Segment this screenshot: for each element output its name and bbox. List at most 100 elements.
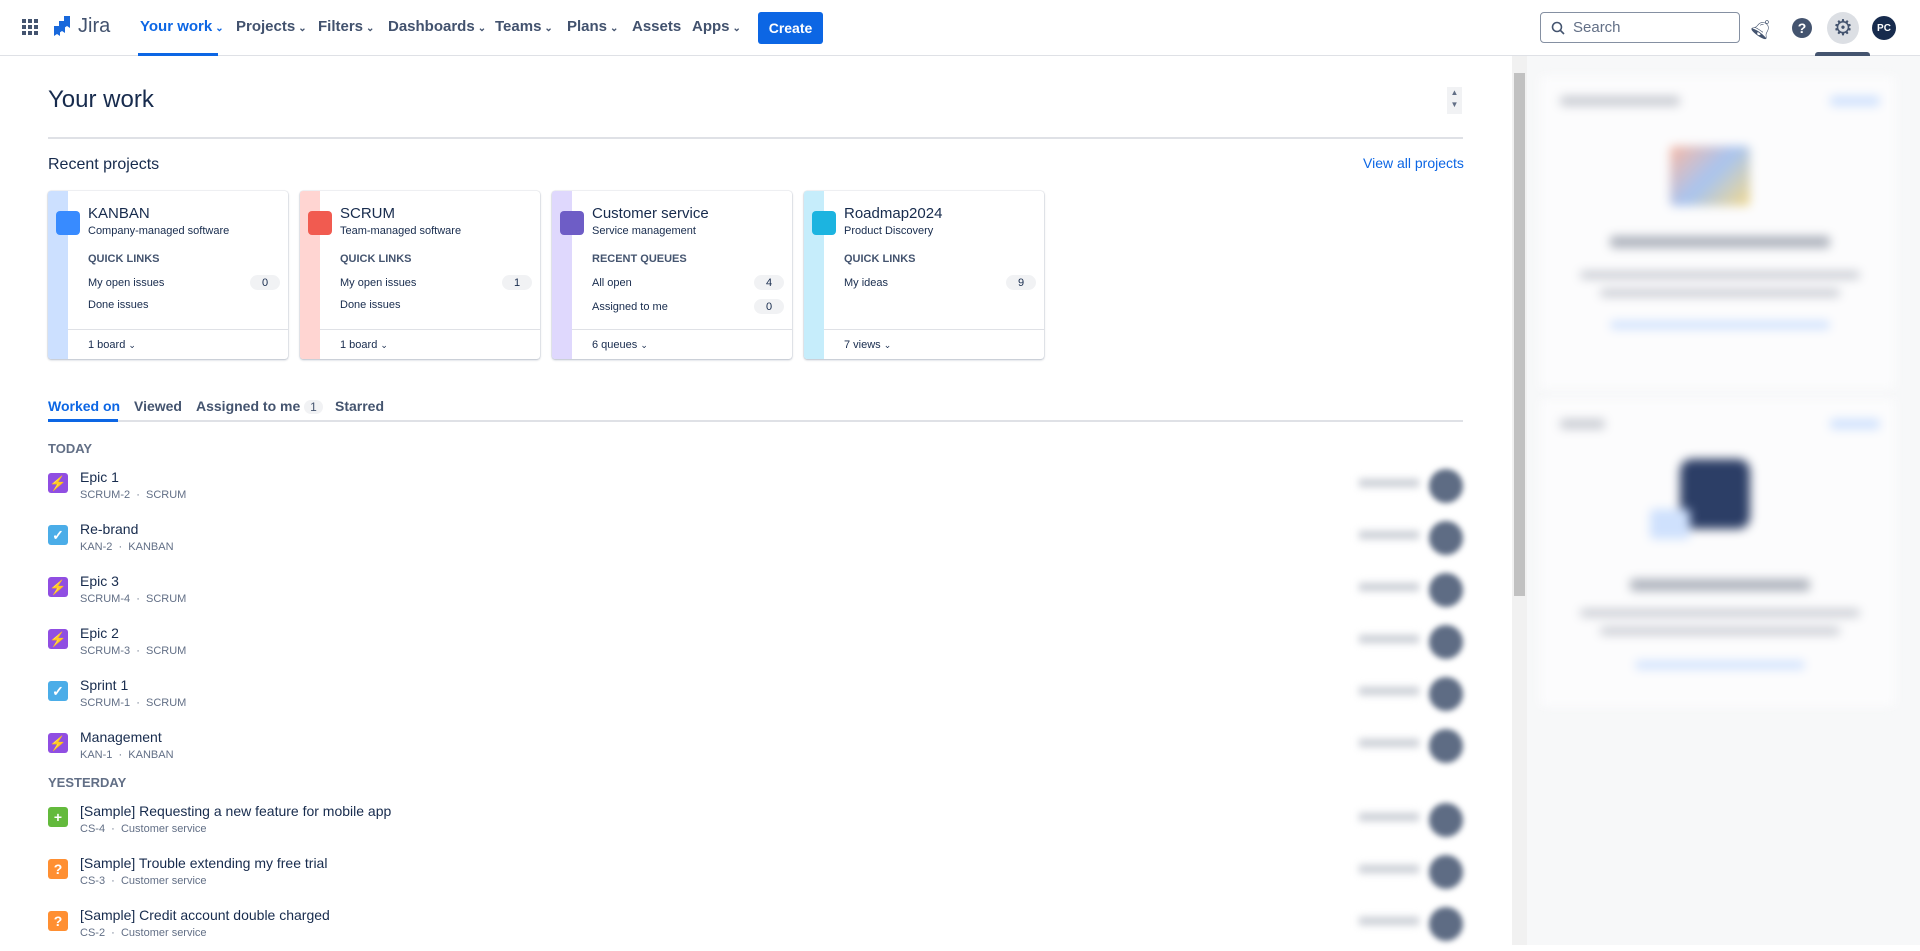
list-item[interactable]: ? [Sample] Credit account double charged… — [48, 907, 1463, 951]
view-all-projects-link[interactable]: View all projects — [1363, 155, 1464, 171]
recent-projects-heading: Recent projects — [48, 156, 160, 173]
quick-link-label: My open issues — [88, 276, 165, 289]
settings-button[interactable]: ⚙ — [1827, 12, 1859, 44]
project-footer-dropdown[interactable]: 1 board ⌄ — [320, 329, 540, 351]
item-meta: CS-3 · Customer service — [80, 875, 207, 887]
quick-link-label: Done issues — [340, 299, 401, 311]
item-title[interactable]: Epic 2 — [80, 625, 119, 641]
item-meta: SCRUM-4 · SCRUM — [80, 593, 187, 605]
count-badge: 0 — [754, 299, 784, 314]
links-heading: QUICK LINKS — [88, 253, 160, 265]
new-feature-icon: + — [48, 807, 68, 827]
nav-assets[interactable]: Assets — [632, 18, 681, 35]
tab-viewed[interactable]: Viewed — [134, 398, 182, 414]
help-button[interactable]: ? — [1788, 14, 1816, 42]
project-card[interactable]: SCRUM Team-managed software QUICK LINKS … — [300, 191, 540, 359]
quick-link[interactable]: Assigned to me 0 — [592, 299, 784, 314]
item-project: SCRUM — [146, 593, 187, 605]
quick-link[interactable]: My ideas 9 — [844, 275, 1036, 290]
item-title[interactable]: [Sample] Credit account double charged — [80, 907, 330, 923]
quick-link[interactable]: My open issues 0 — [88, 275, 280, 290]
project-card[interactable]: Customer service Service management RECE… — [552, 191, 792, 359]
project-name[interactable]: Roadmap2024 — [844, 205, 943, 222]
project-type: Product Discovery — [844, 225, 934, 237]
item-title[interactable]: Sprint 1 — [80, 677, 129, 693]
item-title[interactable]: [Sample] Trouble extending my free trial — [80, 855, 328, 871]
chevron-down-icon: ⌄ — [732, 23, 741, 34]
project-card[interactable]: KANBAN Company-managed software QUICK LI… — [48, 191, 288, 359]
tabs-divider — [48, 420, 1463, 422]
item-key: CS-3 — [80, 875, 106, 887]
blurred-date — [1359, 583, 1419, 591]
item-title[interactable]: Epic 3 — [80, 573, 119, 589]
list-item[interactable]: ✓ Sprint 1 SCRUM-1 · SCRUM — [48, 677, 1463, 721]
item-title[interactable]: Management — [80, 729, 162, 745]
project-footer-dropdown[interactable]: 7 views ⌄ — [824, 329, 1044, 351]
gear-icon: ⚙ — [1833, 15, 1853, 40]
blurred-date — [1359, 739, 1419, 747]
list-item[interactable]: ? [Sample] Trouble extending my free tri… — [48, 855, 1463, 899]
chevron-down-icon: ⌄ — [380, 340, 388, 350]
list-item[interactable]: ⚡ Management KAN-1 · KANBAN — [48, 729, 1463, 773]
nav-dashboards[interactable]: Dashboards ⌄ — [388, 18, 486, 35]
tab-label: Starred — [335, 398, 385, 414]
tab-assigned-to-me[interactable]: Assigned to me 1 — [196, 398, 323, 414]
project-footer-dropdown[interactable]: 6 queues ⌄ — [572, 329, 792, 351]
nav-label: Dashboards — [388, 18, 475, 35]
quick-link[interactable]: Done issues — [88, 299, 280, 311]
chevron-down-icon: ⌄ — [215, 23, 224, 34]
blurred-date — [1359, 687, 1419, 695]
quick-link[interactable]: Done issues — [340, 299, 532, 311]
chevron-down-icon: ⌄ — [610, 23, 619, 34]
list-item[interactable]: + [Sample] Requesting a new feature for … — [48, 803, 1463, 847]
tab-worked-on[interactable]: Worked on — [48, 398, 120, 414]
epic-icon: ⚡ — [48, 629, 68, 649]
list-item[interactable]: ⚡ Epic 3 SCRUM-4 · SCRUM — [48, 573, 1463, 617]
item-title[interactable]: Re-brand — [80, 521, 139, 537]
top-navigation: Jira Your work ⌄ Projects ⌄ Filters ⌄ Dashboar… — [0, 0, 1920, 56]
blurred-date — [1359, 635, 1419, 643]
project-name[interactable]: Customer service — [592, 205, 709, 222]
quick-link[interactable]: My open issues 1 — [340, 275, 532, 290]
list-item[interactable]: ⚡ Epic 1 SCRUM-2 · SCRUM — [48, 469, 1463, 513]
project-name[interactable]: SCRUM — [340, 205, 395, 222]
nav-apps[interactable]: Apps ⌄ — [692, 18, 741, 35]
project-card[interactable]: Roadmap2024 Product Discovery QUICK LINK… — [804, 191, 1044, 359]
avatar — [1429, 573, 1463, 607]
jira-logo[interactable]: Jira — [52, 14, 110, 38]
quick-link[interactable]: All open 4 — [592, 275, 784, 290]
nav-label: Apps — [692, 18, 730, 35]
list-item[interactable]: ⚡ Epic 2 SCRUM-3 · SCRUM — [48, 625, 1463, 669]
list-item[interactable]: ✓ Re-brand KAN-2 · KANBAN — [48, 521, 1463, 565]
app-switcher-icon[interactable] — [22, 19, 38, 35]
project-name[interactable]: KANBAN — [88, 205, 150, 222]
nav-plans[interactable]: Plans ⌄ — [567, 18, 618, 35]
nav-your-work[interactable]: Your work ⌄ — [140, 18, 224, 35]
project-avatar-icon — [560, 211, 584, 235]
avatar — [1429, 521, 1463, 555]
item-key: CS-2 — [80, 927, 106, 939]
search-input[interactable]: Search — [1540, 12, 1740, 43]
nav-teams[interactable]: Teams ⌄ — [495, 18, 553, 35]
nav-filters[interactable]: Filters ⌄ — [318, 18, 374, 35]
item-title[interactable]: Epic 1 — [80, 469, 119, 485]
search-icon — [1551, 21, 1565, 35]
tab-starred[interactable]: Starred — [335, 398, 384, 414]
item-title[interactable]: [Sample] Requesting a new feature for mo… — [80, 803, 392, 819]
avatar — [1429, 855, 1463, 889]
nav-projects[interactable]: Projects ⌄ — [236, 18, 307, 35]
avatar — [1429, 469, 1463, 503]
scroll-stepper[interactable]: ▲ ▼ — [1447, 87, 1462, 114]
avatar[interactable]: PC — [1872, 16, 1896, 40]
create-button[interactable]: Create — [758, 12, 823, 44]
notifications-button[interactable]: 🔔︎ — [1747, 13, 1777, 42]
count-badge: 4 — [754, 275, 784, 290]
item-meta: SCRUM-3 · SCRUM — [80, 645, 187, 657]
project-footer-dropdown[interactable]: 1 board ⌄ — [68, 329, 288, 351]
question-icon: ? — [48, 859, 68, 879]
footer-label: 1 board — [88, 339, 126, 351]
tab-label: Worked on — [48, 398, 121, 414]
scrollbar-thumb[interactable] — [1514, 73, 1525, 596]
active-nav-indicator — [138, 53, 218, 56]
item-project: SCRUM — [146, 645, 187, 657]
